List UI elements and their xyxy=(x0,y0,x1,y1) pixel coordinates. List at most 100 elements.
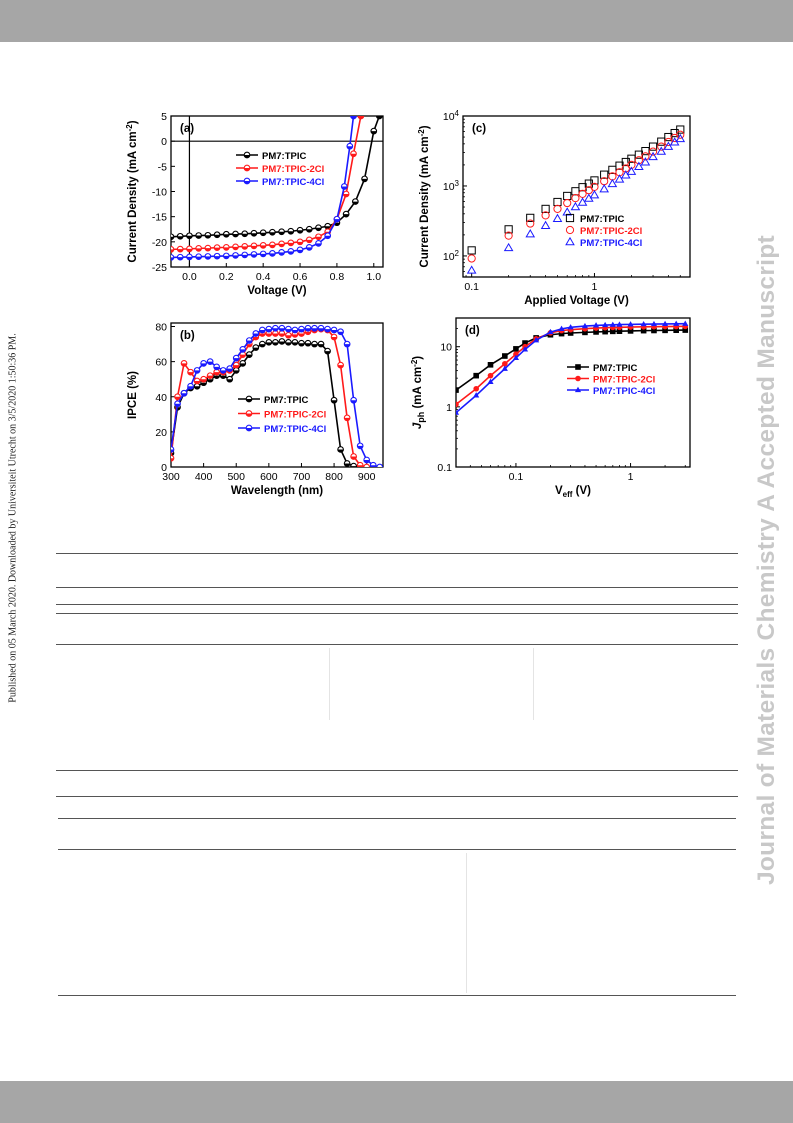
data-point xyxy=(673,320,680,326)
y-axis-label-part: -2 xyxy=(125,124,134,132)
chart-panel-a: 0.0 0.2 0.4 0.6 0.8 1.0 5 0 -5 -10 -15 -20 -25 Voltag… xyxy=(125,111,384,297)
data-point xyxy=(575,364,581,370)
data-point-fill xyxy=(187,386,194,390)
data-point-fill xyxy=(244,181,250,184)
data-point xyxy=(682,327,689,333)
data-point-fill xyxy=(272,328,279,332)
data-point-fill xyxy=(171,236,174,240)
data-point-fill xyxy=(200,379,207,382)
data-point-fill xyxy=(177,236,184,240)
table-rule xyxy=(56,796,738,797)
data-point-fill xyxy=(337,449,344,453)
data-point xyxy=(610,328,616,335)
tick-label: -20 xyxy=(152,237,167,249)
data-point-fill xyxy=(331,330,337,333)
data-point-fill xyxy=(213,366,220,370)
data-point-fill xyxy=(251,233,257,237)
data-point-fill xyxy=(361,178,368,182)
legend-label: PM7:TPIC-2Cl xyxy=(264,410,326,421)
legend-label: PM7:TPIC-4Cl xyxy=(262,177,324,188)
data-point-fill xyxy=(337,365,344,368)
data-point xyxy=(662,327,668,334)
y-axis-label-part: ) xyxy=(419,125,431,129)
data-point xyxy=(504,225,513,234)
page-footer-bar xyxy=(0,1081,793,1123)
data-point-fill xyxy=(318,344,324,347)
data-point xyxy=(473,392,480,398)
data-point xyxy=(467,246,476,255)
data-point xyxy=(602,321,609,328)
data-point-fill xyxy=(233,370,240,374)
data-point xyxy=(553,197,562,207)
x-axis-label: Veff (V) xyxy=(555,485,591,499)
data-point-fill xyxy=(171,458,174,461)
data-point xyxy=(541,204,550,214)
data-point-fill xyxy=(187,372,194,375)
legend-label: PM7:TPIC xyxy=(593,363,637,374)
tick-label: 20 xyxy=(155,427,167,439)
data-point-fill xyxy=(315,227,322,231)
legend-label: PM7:TPIC-4Cl xyxy=(593,386,655,397)
y-axis-label-part: -2 xyxy=(410,359,419,367)
data-point xyxy=(676,125,685,134)
data-point-fill xyxy=(278,252,285,256)
y-axis-label-part: Current Density (mA cm xyxy=(419,136,431,267)
legend-label: PM7:TPIC-4Cl xyxy=(580,238,642,249)
data-point-fill xyxy=(358,116,364,119)
data-point-fill xyxy=(239,349,246,353)
data-point-fill xyxy=(352,201,359,205)
data-point-fill xyxy=(344,463,350,467)
table-rule xyxy=(56,587,738,588)
legend-label: PM7:TPIC-2Cl xyxy=(580,226,642,237)
data-point-fill xyxy=(288,251,294,255)
data-point-fill xyxy=(315,243,322,247)
data-point-fill xyxy=(205,248,211,251)
data-point xyxy=(634,156,643,165)
data-point-fill xyxy=(357,465,363,467)
tick-label: 0 xyxy=(161,136,167,148)
table-rule xyxy=(56,644,738,645)
data-point xyxy=(640,157,651,166)
data-point-fill xyxy=(306,239,313,243)
data-point-fill xyxy=(306,229,313,233)
tick-label: 0.8 xyxy=(330,271,345,283)
data-point xyxy=(376,463,383,467)
table-rule xyxy=(56,613,738,614)
data-point-fill xyxy=(171,257,174,261)
data-point-fill xyxy=(269,232,276,236)
data-point xyxy=(651,327,657,334)
data-point-fill xyxy=(259,333,266,337)
data-point-fill xyxy=(305,331,311,335)
data-point xyxy=(663,141,674,150)
tick-label: 0.2 xyxy=(219,271,234,283)
data-point-fill xyxy=(357,445,363,449)
data-point xyxy=(473,372,479,379)
data-point xyxy=(626,166,637,175)
data-point-fill xyxy=(292,342,298,346)
data-point-fill xyxy=(266,342,272,346)
tick-label: 800 xyxy=(325,471,343,483)
panel-label: (a) xyxy=(180,123,194,135)
tick-label-part: 10 xyxy=(443,111,455,123)
data-point-fill xyxy=(337,331,344,335)
x-axis-label: Voltage (V) xyxy=(247,285,306,297)
tick-label: 500 xyxy=(227,471,245,483)
data-point-fill xyxy=(246,340,253,344)
tick-label: 1 xyxy=(628,471,634,483)
data-point-fill xyxy=(279,341,285,345)
tick-label: 0.1 xyxy=(437,462,452,474)
data-point-fill xyxy=(171,449,174,453)
data-point-fill xyxy=(214,247,220,251)
data-point-fill xyxy=(324,329,331,332)
legend-label: PM7:TPIC xyxy=(262,151,306,162)
page-header-bar xyxy=(0,0,793,42)
data-point-fill xyxy=(334,222,340,226)
data-point-fill xyxy=(297,241,303,245)
data-point-fill xyxy=(241,233,248,237)
data-point xyxy=(504,231,513,240)
data-point-fill xyxy=(195,256,202,260)
data-point-fill xyxy=(186,235,193,239)
data-point xyxy=(581,322,589,329)
data-point xyxy=(456,387,459,393)
tick-label: 103 xyxy=(443,179,460,193)
